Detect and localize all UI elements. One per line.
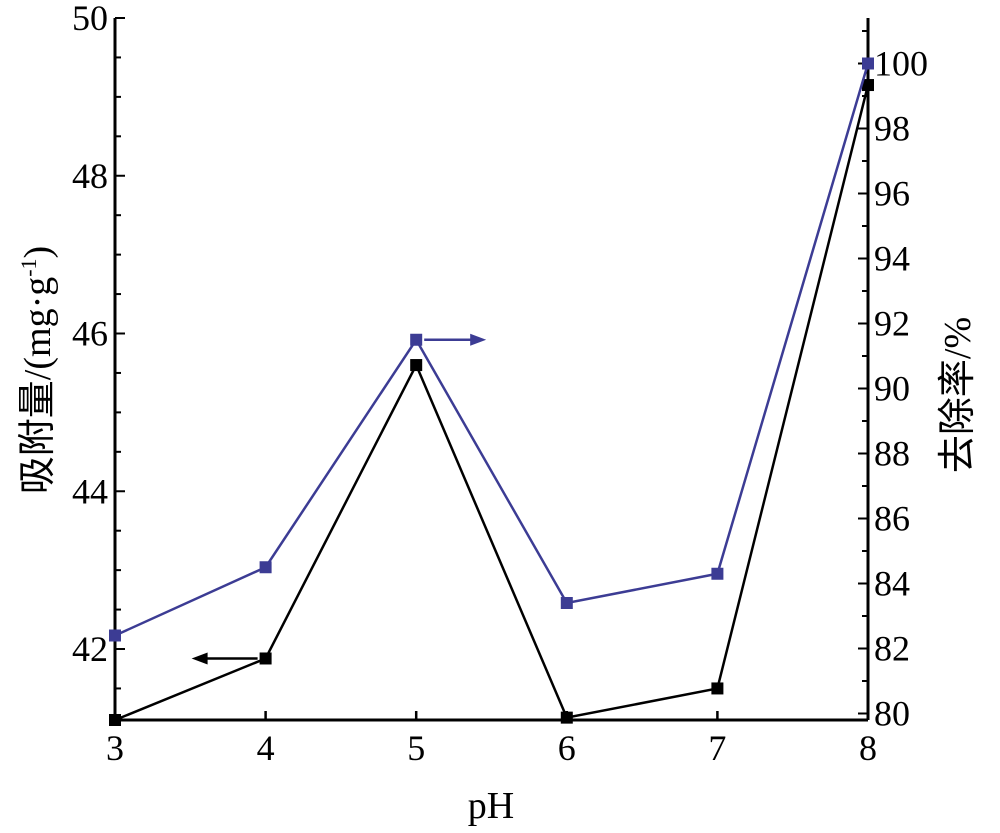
right-y-tick-label-92: 92	[874, 304, 910, 344]
right-y-tick-label-86: 86	[874, 499, 910, 539]
left-y-tick-label-42: 42	[72, 629, 108, 669]
left-y-axis-title-main: 吸附量/(mg·g	[17, 277, 59, 494]
series-1-point-7	[711, 567, 724, 580]
left-y-axis-title-sup: -1	[16, 258, 41, 276]
ticks-layer: 3 4 5 6 7 8 42 44 46 48 50 80 82 84 86 88 90 92 94 96 98 100	[72, 0, 928, 768]
right-y-tick-label-82: 82	[874, 629, 910, 669]
series-0-point-3	[109, 714, 121, 726]
series-0-line	[114, 84, 870, 722]
x-tick-label-8: 8	[859, 728, 877, 768]
left-y-tick-label-48: 48	[72, 156, 108, 196]
left-y-tick-label-46: 46	[72, 314, 108, 354]
x-axis-title: pH	[468, 785, 514, 827]
x-tick-label-7: 7	[708, 728, 726, 768]
legend-arrow-right-head	[470, 333, 487, 346]
right-y-tick-label-94: 94	[874, 239, 910, 279]
right-y-tick-label-84: 84	[874, 564, 910, 604]
annotation-layer	[191, 333, 487, 665]
x-tick-label-5: 5	[407, 728, 425, 768]
right-y-tick-label-96: 96	[874, 174, 910, 214]
left-y-axis-title-close: )	[17, 246, 59, 259]
right-y-tick-label-100: 100	[874, 44, 928, 84]
series-1-point-6	[560, 597, 573, 609]
x-tick-label-3: 3	[106, 728, 124, 768]
x-tick-label-6: 6	[558, 728, 576, 768]
series-1-point-8	[862, 57, 874, 70]
right-y-tick-label-80: 80	[874, 694, 910, 734]
series-0-point-5	[410, 359, 423, 372]
left-y-axis-title: 吸附量/(mg·g-1)	[16, 246, 59, 494]
right-y-tick-label-90: 90	[874, 369, 910, 409]
right-y-tick-label-88: 88	[874, 434, 910, 474]
series-0-point-8	[862, 79, 874, 92]
series-1-point-3	[109, 629, 121, 642]
right-y-axis-title: 去除率/%	[937, 317, 979, 473]
left-y-tick-label-44: 44	[72, 471, 108, 511]
series-1-point-4	[259, 561, 272, 574]
series-0-point-4	[259, 652, 272, 665]
x-tick-label-4: 4	[257, 728, 275, 768]
series-layer	[109, 57, 874, 726]
series-0-point-7	[711, 682, 724, 695]
series-1-point-5	[410, 333, 423, 346]
legend-arrow-left-head	[191, 652, 208, 665]
series-1-line	[114, 63, 870, 637]
left-y-tick-label-50: 50	[72, 0, 108, 38]
right-y-tick-label-98: 98	[874, 109, 910, 149]
series-0-point-6	[560, 711, 573, 724]
